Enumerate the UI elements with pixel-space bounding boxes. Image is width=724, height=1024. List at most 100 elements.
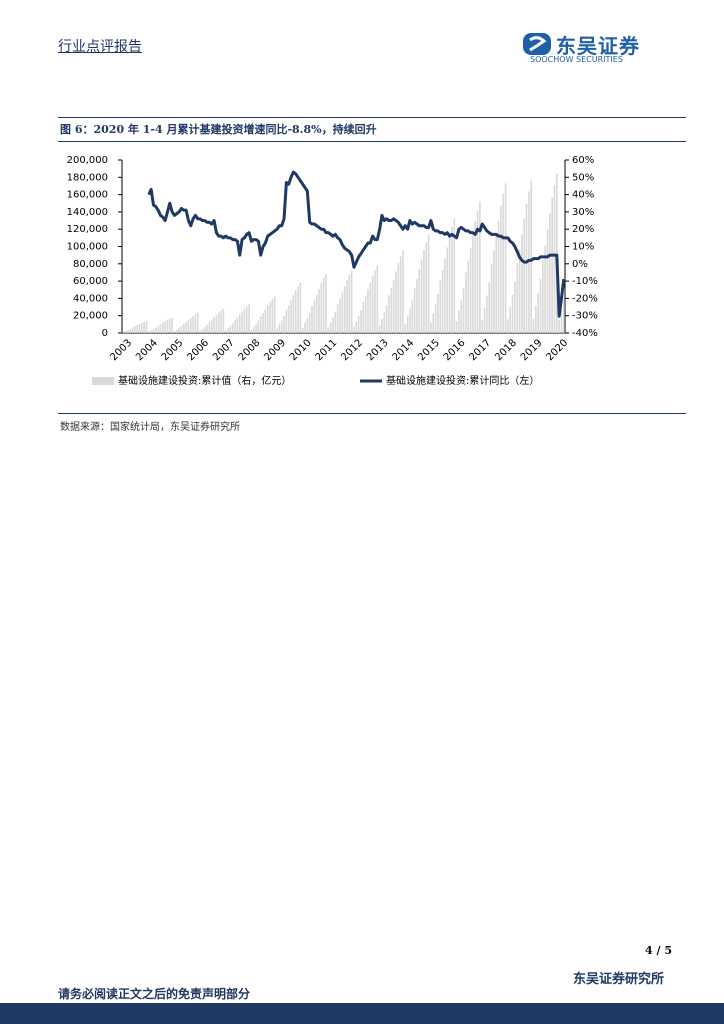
bar: [210, 319, 213, 333]
bar: [141, 322, 143, 333]
bar: [304, 322, 306, 333]
bar: [530, 180, 533, 333]
figure-title: 图 6：2020 年 1-4 月累计基建投资增速同比-8.8%，持续回升: [60, 123, 377, 136]
bar: [474, 221, 477, 333]
bar: [192, 316, 194, 333]
bar: [248, 304, 250, 333]
bar: [161, 322, 164, 333]
bar: [472, 234, 474, 333]
bar: [353, 326, 355, 333]
bar: [147, 331, 150, 333]
bar: [222, 308, 225, 333]
rule: [58, 413, 686, 414]
x-tick-label: 2014: [391, 337, 417, 363]
x-tick-label: 2015: [416, 337, 442, 363]
bar: [460, 300, 463, 333]
x-tick-label: 2019: [519, 337, 545, 363]
bar: [217, 312, 220, 333]
bar: [238, 314, 241, 333]
y-tick-label: 60,000: [73, 276, 108, 287]
header-title: 行业点评报告: [58, 39, 142, 55]
bar: [129, 328, 131, 333]
bar: [185, 322, 187, 333]
bar: [439, 280, 442, 333]
bar: [497, 220, 500, 333]
bar: [292, 295, 295, 333]
bar: [560, 309, 563, 333]
y-tick-label: 140,000: [67, 207, 108, 218]
bar: [507, 319, 509, 333]
x-tick-label: 2006: [185, 337, 211, 363]
bar: [493, 250, 495, 333]
bar: [266, 305, 269, 333]
bar: [322, 278, 325, 333]
bar: [367, 289, 369, 333]
bar: [525, 203, 528, 333]
y-tick-label: 180,000: [67, 172, 108, 183]
bar: [425, 242, 428, 333]
bar: [504, 183, 507, 333]
bar: [481, 319, 484, 333]
bar: [150, 330, 152, 333]
bar: [388, 295, 390, 333]
y-tick-label: 80,000: [73, 259, 108, 270]
bar: [124, 330, 127, 333]
bar: [231, 323, 234, 333]
bar: [213, 317, 215, 333]
bar: [411, 299, 414, 333]
bar: [343, 286, 346, 333]
chart: 0 20,000 40,000 60,000 80,000 100,000 120,000 1…: [67, 155, 598, 387]
bar: [446, 247, 449, 333]
bar: [122, 331, 124, 333]
x-tick-label: 2008: [237, 337, 263, 363]
bar: [194, 314, 197, 333]
bar: [138, 323, 141, 333]
x-tick-label: 2020: [544, 337, 570, 363]
bar: [467, 260, 470, 333]
bar: [313, 300, 316, 333]
bar: [173, 331, 176, 333]
bar: [276, 328, 278, 333]
bar: [294, 290, 297, 333]
x-tick-label: 2010: [288, 337, 314, 363]
bar: [297, 286, 299, 333]
bar: [201, 328, 204, 333]
bar: [208, 321, 211, 333]
bar: [406, 316, 409, 333]
bar: [490, 264, 493, 333]
bar: [399, 256, 402, 333]
logo-mark: [529, 36, 547, 52]
bar: [145, 320, 148, 333]
x-tick-label: 2012: [339, 337, 365, 363]
bar: [332, 317, 334, 333]
bar: [423, 249, 425, 333]
y-tick-label: 100,000: [67, 242, 108, 253]
bar: [157, 325, 159, 333]
y2-tick-label: -30%: [572, 311, 598, 322]
bar: [245, 306, 248, 333]
bar: [357, 316, 360, 333]
bar: [502, 193, 505, 333]
bar: [395, 271, 397, 333]
bar: [143, 321, 145, 333]
bar: [152, 329, 155, 333]
bar: [350, 270, 353, 333]
rule: [58, 117, 686, 118]
bar: [341, 292, 344, 333]
bar: [271, 299, 274, 333]
bar: [544, 245, 546, 333]
source: 数据来源：国家统计局，东吴证券研究所: [60, 422, 240, 433]
y-tick-label: 160,000: [67, 190, 108, 201]
bar: [315, 294, 318, 333]
bar: [455, 321, 458, 333]
bar: [280, 320, 283, 333]
bar: [448, 235, 451, 333]
bar: [175, 329, 178, 333]
bar: [229, 325, 232, 333]
y2-tick-label: 40%: [572, 190, 594, 201]
bar: [418, 269, 421, 333]
bar: [516, 262, 519, 333]
bar: [369, 282, 372, 333]
bar: [178, 327, 180, 333]
